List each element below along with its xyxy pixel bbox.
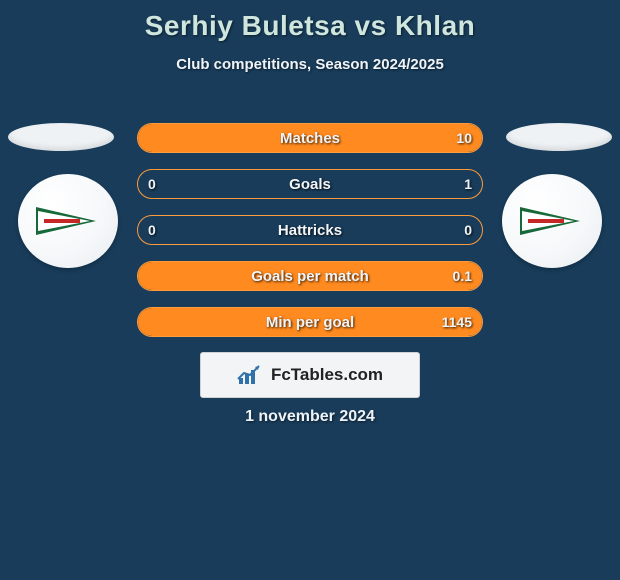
snapshot-date: 1 november 2024	[0, 408, 620, 426]
stat-row: 00Hattricks	[137, 215, 483, 245]
stat-row: 0.1Goals per match	[137, 261, 483, 291]
page-subtitle: Club competitions, Season 2024/2025	[0, 56, 620, 73]
fctables-chart-icon	[237, 364, 263, 386]
stats-bars: 10Matches 01Goals 00Hattricks 0.1Goals per …	[137, 123, 483, 353]
stat-label: Goals	[138, 176, 482, 193]
stat-label: Matches	[138, 130, 482, 147]
club-crest-icon	[520, 201, 584, 241]
stat-label: Goals per match	[138, 268, 482, 285]
player-left-club-badge	[18, 174, 118, 268]
stat-row: 1145Min per goal	[137, 307, 483, 337]
player-right-club-badge	[502, 174, 602, 268]
stat-label: Min per goal	[138, 314, 482, 331]
stat-label: Hattricks	[138, 222, 482, 239]
player-left-shadow-ellipse	[8, 123, 114, 151]
stat-row: 01Goals	[137, 169, 483, 199]
comparison-card: Serhiy Buletsa vs Khlan Club competition…	[0, 0, 620, 580]
fctables-logo-text: FcTables.com	[271, 365, 383, 385]
page-title: Serhiy Buletsa vs Khlan	[0, 0, 620, 42]
club-crest-icon	[36, 201, 100, 241]
stat-row: 10Matches	[137, 123, 483, 153]
player-right-shadow-ellipse	[506, 123, 612, 151]
fctables-logo-box: FcTables.com	[200, 352, 420, 398]
